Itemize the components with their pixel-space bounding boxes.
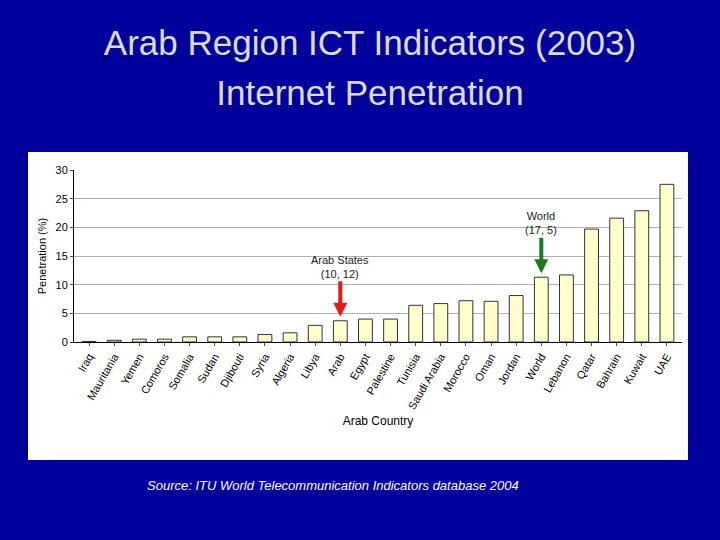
svg-text:Syria: Syria (249, 351, 272, 379)
svg-text:Djibouti: Djibouti (218, 351, 247, 389)
svg-text:20: 20 (56, 221, 68, 233)
svg-text:Saudi Arabia: Saudi Arabia (406, 351, 448, 412)
svg-text:Arab States(10, 12): Arab States(10, 12) (311, 254, 369, 280)
svg-text:5: 5 (62, 307, 68, 319)
svg-text:Bahrain: Bahrain (594, 351, 623, 390)
svg-text:25: 25 (56, 193, 68, 205)
svg-text:30: 30 (56, 164, 68, 176)
svg-text:Egypt: Egypt (347, 351, 371, 381)
svg-text:Arab: Arab (325, 351, 347, 377)
svg-text:Palestine: Palestine (364, 351, 397, 396)
html-text:Source: ITU World Telecommunic: Source: ITU World Telecommunication Indi… (147, 478, 519, 493)
svg-text:UAE: UAE (652, 351, 674, 377)
svg-text:Morocco: Morocco (441, 351, 472, 394)
html-text:Internet Penetration: Internet Penetration (216, 73, 524, 112)
svg-text:Sudan: Sudan (195, 351, 221, 385)
svg-text:Kuwait: Kuwait (621, 351, 648, 386)
svg-text:Penetration (%): Penetration (%) (36, 218, 48, 294)
svg-text:Libya: Libya (298, 351, 322, 381)
svg-text:World(17, 5): World(17, 5) (525, 210, 557, 236)
svg-text:World: World (523, 351, 548, 382)
svg-text:Comoros: Comoros (138, 351, 171, 396)
svg-text:Arab Country: Arab Country (343, 414, 414, 428)
svg-text:Lebanon: Lebanon (541, 351, 573, 394)
svg-text:Tunisia: Tunisia (394, 351, 422, 388)
svg-text:15: 15 (56, 250, 68, 262)
html-text:Arab Region ICT Indicators (20: Arab Region ICT Indicators (2003) (103, 23, 637, 62)
svg-text:Algeria: Algeria (269, 351, 297, 387)
svg-text:Yemen: Yemen (119, 351, 146, 386)
svg-text:Somalia: Somalia (166, 351, 197, 392)
svg-text:Jordan: Jordan (495, 351, 522, 386)
svg-text:Mauritania: Mauritania (85, 351, 122, 402)
svg-text:Qatar: Qatar (574, 351, 598, 381)
svg-text:10: 10 (56, 279, 68, 291)
svg-text:Iraq: Iraq (76, 351, 96, 373)
svg-text:0: 0 (62, 336, 68, 348)
svg-text:Oman: Oman (472, 351, 497, 383)
